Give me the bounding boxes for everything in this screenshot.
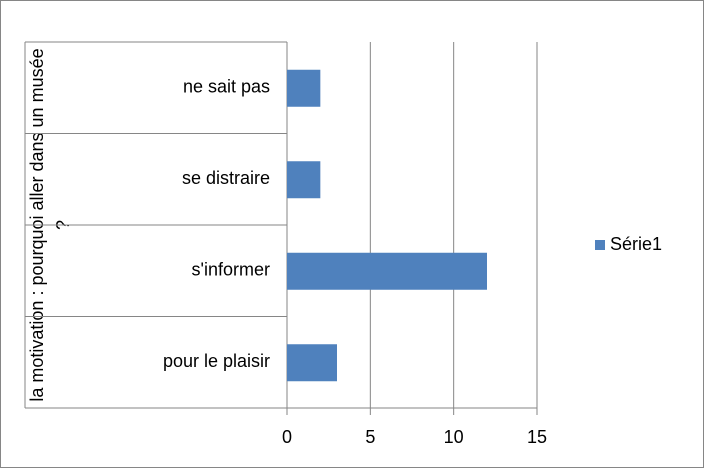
x-tick-label: 5 xyxy=(365,427,375,447)
category-label: pour le plaisir xyxy=(163,351,270,371)
bar xyxy=(287,161,321,199)
x-tick-label: 10 xyxy=(444,427,464,447)
category-label: ne sait pas xyxy=(183,77,270,97)
legend-swatch xyxy=(595,240,605,250)
category-label: s'informer xyxy=(192,260,270,280)
x-tick-label: 15 xyxy=(527,427,547,447)
bar xyxy=(287,252,487,290)
category-label: se distraire xyxy=(182,168,270,188)
bar xyxy=(287,344,337,382)
x-tick-label: 0 xyxy=(282,427,292,447)
legend-label: Série1 xyxy=(610,234,662,254)
bar xyxy=(287,69,321,107)
